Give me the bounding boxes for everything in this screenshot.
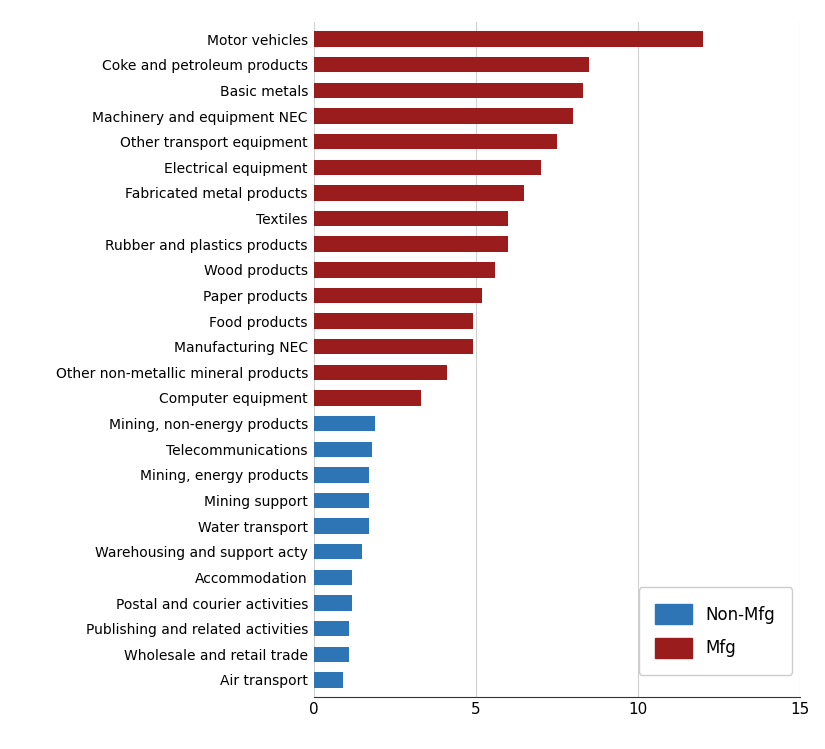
Legend: Non-Mfg, Mfg: Non-Mfg, Mfg (639, 587, 792, 675)
Bar (314, 109, 573, 124)
Bar (314, 467, 369, 482)
Bar (314, 339, 473, 354)
Bar (314, 493, 369, 508)
Bar (314, 237, 508, 252)
Bar (314, 416, 375, 431)
Bar (314, 211, 508, 226)
Bar (314, 442, 372, 457)
Bar (314, 262, 495, 277)
Bar (314, 390, 421, 406)
Bar (314, 595, 352, 610)
Bar (314, 82, 582, 98)
Bar (314, 365, 446, 380)
Bar (314, 570, 352, 585)
Bar (314, 185, 525, 201)
Bar (314, 621, 349, 637)
Bar (314, 313, 473, 329)
Bar (314, 518, 369, 534)
Bar (314, 160, 540, 175)
Bar (314, 134, 557, 149)
Bar (314, 31, 703, 47)
Bar (314, 646, 349, 662)
Bar (314, 288, 483, 303)
Bar (314, 544, 362, 560)
Bar (314, 672, 342, 688)
Bar (314, 57, 589, 73)
